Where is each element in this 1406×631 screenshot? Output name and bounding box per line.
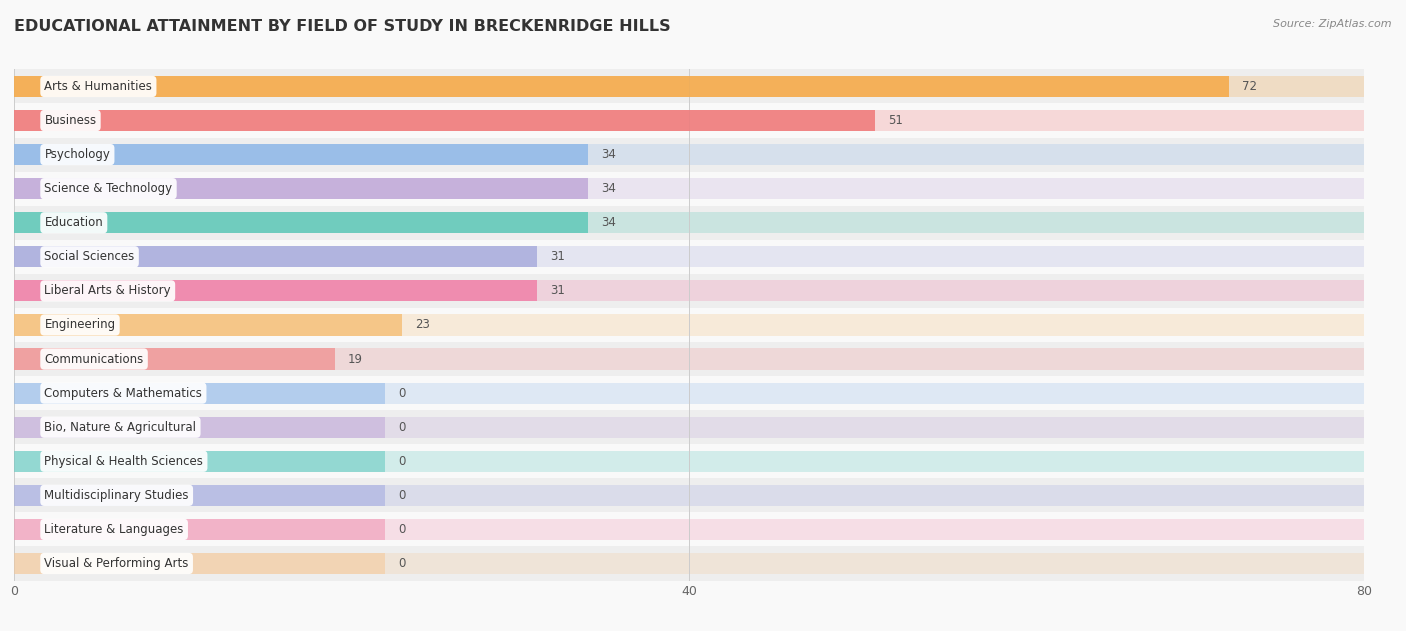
Text: 31: 31 [551, 251, 565, 263]
Text: Computers & Mathematics: Computers & Mathematics [45, 387, 202, 399]
Text: 34: 34 [602, 148, 616, 161]
Bar [14, 178, 588, 199]
Bar [14, 103, 1364, 138]
Bar [14, 76, 1364, 97]
Text: Physical & Health Sciences: Physical & Health Sciences [45, 455, 204, 468]
Text: Literature & Languages: Literature & Languages [45, 523, 184, 536]
Text: 34: 34 [602, 182, 616, 195]
Text: Social Sciences: Social Sciences [45, 251, 135, 263]
Bar [14, 376, 1364, 410]
Bar [14, 246, 537, 268]
Text: Business: Business [45, 114, 97, 127]
Bar [14, 485, 1364, 506]
Bar [14, 342, 1364, 376]
Text: Arts & Humanities: Arts & Humanities [45, 80, 152, 93]
Text: 0: 0 [399, 557, 406, 570]
Bar [14, 138, 1364, 172]
Bar [14, 144, 1364, 165]
Bar [14, 280, 1364, 302]
Bar [14, 110, 1364, 131]
Bar [14, 519, 1364, 540]
Bar [14, 382, 1364, 404]
Text: 19: 19 [349, 353, 363, 365]
Text: EDUCATIONAL ATTAINMENT BY FIELD OF STUDY IN BRECKENRIDGE HILLS: EDUCATIONAL ATTAINMENT BY FIELD OF STUDY… [14, 19, 671, 34]
Bar [14, 212, 1364, 233]
Bar [14, 519, 385, 540]
Bar [14, 553, 385, 574]
Text: Visual & Performing Arts: Visual & Performing Arts [45, 557, 188, 570]
Bar [14, 308, 1364, 342]
Bar [14, 416, 385, 438]
Bar [14, 206, 1364, 240]
Text: Education: Education [45, 216, 103, 229]
Bar [14, 444, 1364, 478]
Text: Science & Technology: Science & Technology [45, 182, 173, 195]
Bar [14, 280, 537, 302]
Bar [14, 451, 385, 472]
Text: 0: 0 [399, 455, 406, 468]
Bar [14, 240, 1364, 274]
Text: 31: 31 [551, 285, 565, 297]
Bar [14, 348, 1364, 370]
Bar [14, 348, 335, 370]
Text: Communications: Communications [45, 353, 143, 365]
Bar [14, 69, 1364, 103]
Text: Bio, Nature & Agricultural: Bio, Nature & Agricultural [45, 421, 197, 433]
Bar [14, 144, 588, 165]
Bar [14, 451, 1364, 472]
Bar [14, 110, 875, 131]
Bar [14, 382, 385, 404]
Bar [14, 76, 1229, 97]
Text: Psychology: Psychology [45, 148, 110, 161]
Text: 0: 0 [399, 489, 406, 502]
Bar [14, 416, 1364, 438]
Text: 23: 23 [416, 319, 430, 331]
Bar [14, 485, 385, 506]
Bar [14, 410, 1364, 444]
Text: 0: 0 [399, 387, 406, 399]
Bar [14, 512, 1364, 546]
Bar [14, 314, 402, 336]
Text: Source: ZipAtlas.com: Source: ZipAtlas.com [1274, 19, 1392, 29]
Text: Multidisciplinary Studies: Multidisciplinary Studies [45, 489, 188, 502]
Bar [14, 546, 1364, 581]
Bar [14, 172, 1364, 206]
Bar [14, 478, 1364, 512]
Bar [14, 553, 1364, 574]
Text: 0: 0 [399, 421, 406, 433]
Bar [14, 314, 1364, 336]
Text: Liberal Arts & History: Liberal Arts & History [45, 285, 172, 297]
Text: 51: 51 [889, 114, 903, 127]
Bar [14, 274, 1364, 308]
Text: Engineering: Engineering [45, 319, 115, 331]
Bar [14, 178, 1364, 199]
Bar [14, 212, 588, 233]
Text: 72: 72 [1243, 80, 1257, 93]
Text: 0: 0 [399, 523, 406, 536]
Bar [14, 246, 1364, 268]
Text: 34: 34 [602, 216, 616, 229]
